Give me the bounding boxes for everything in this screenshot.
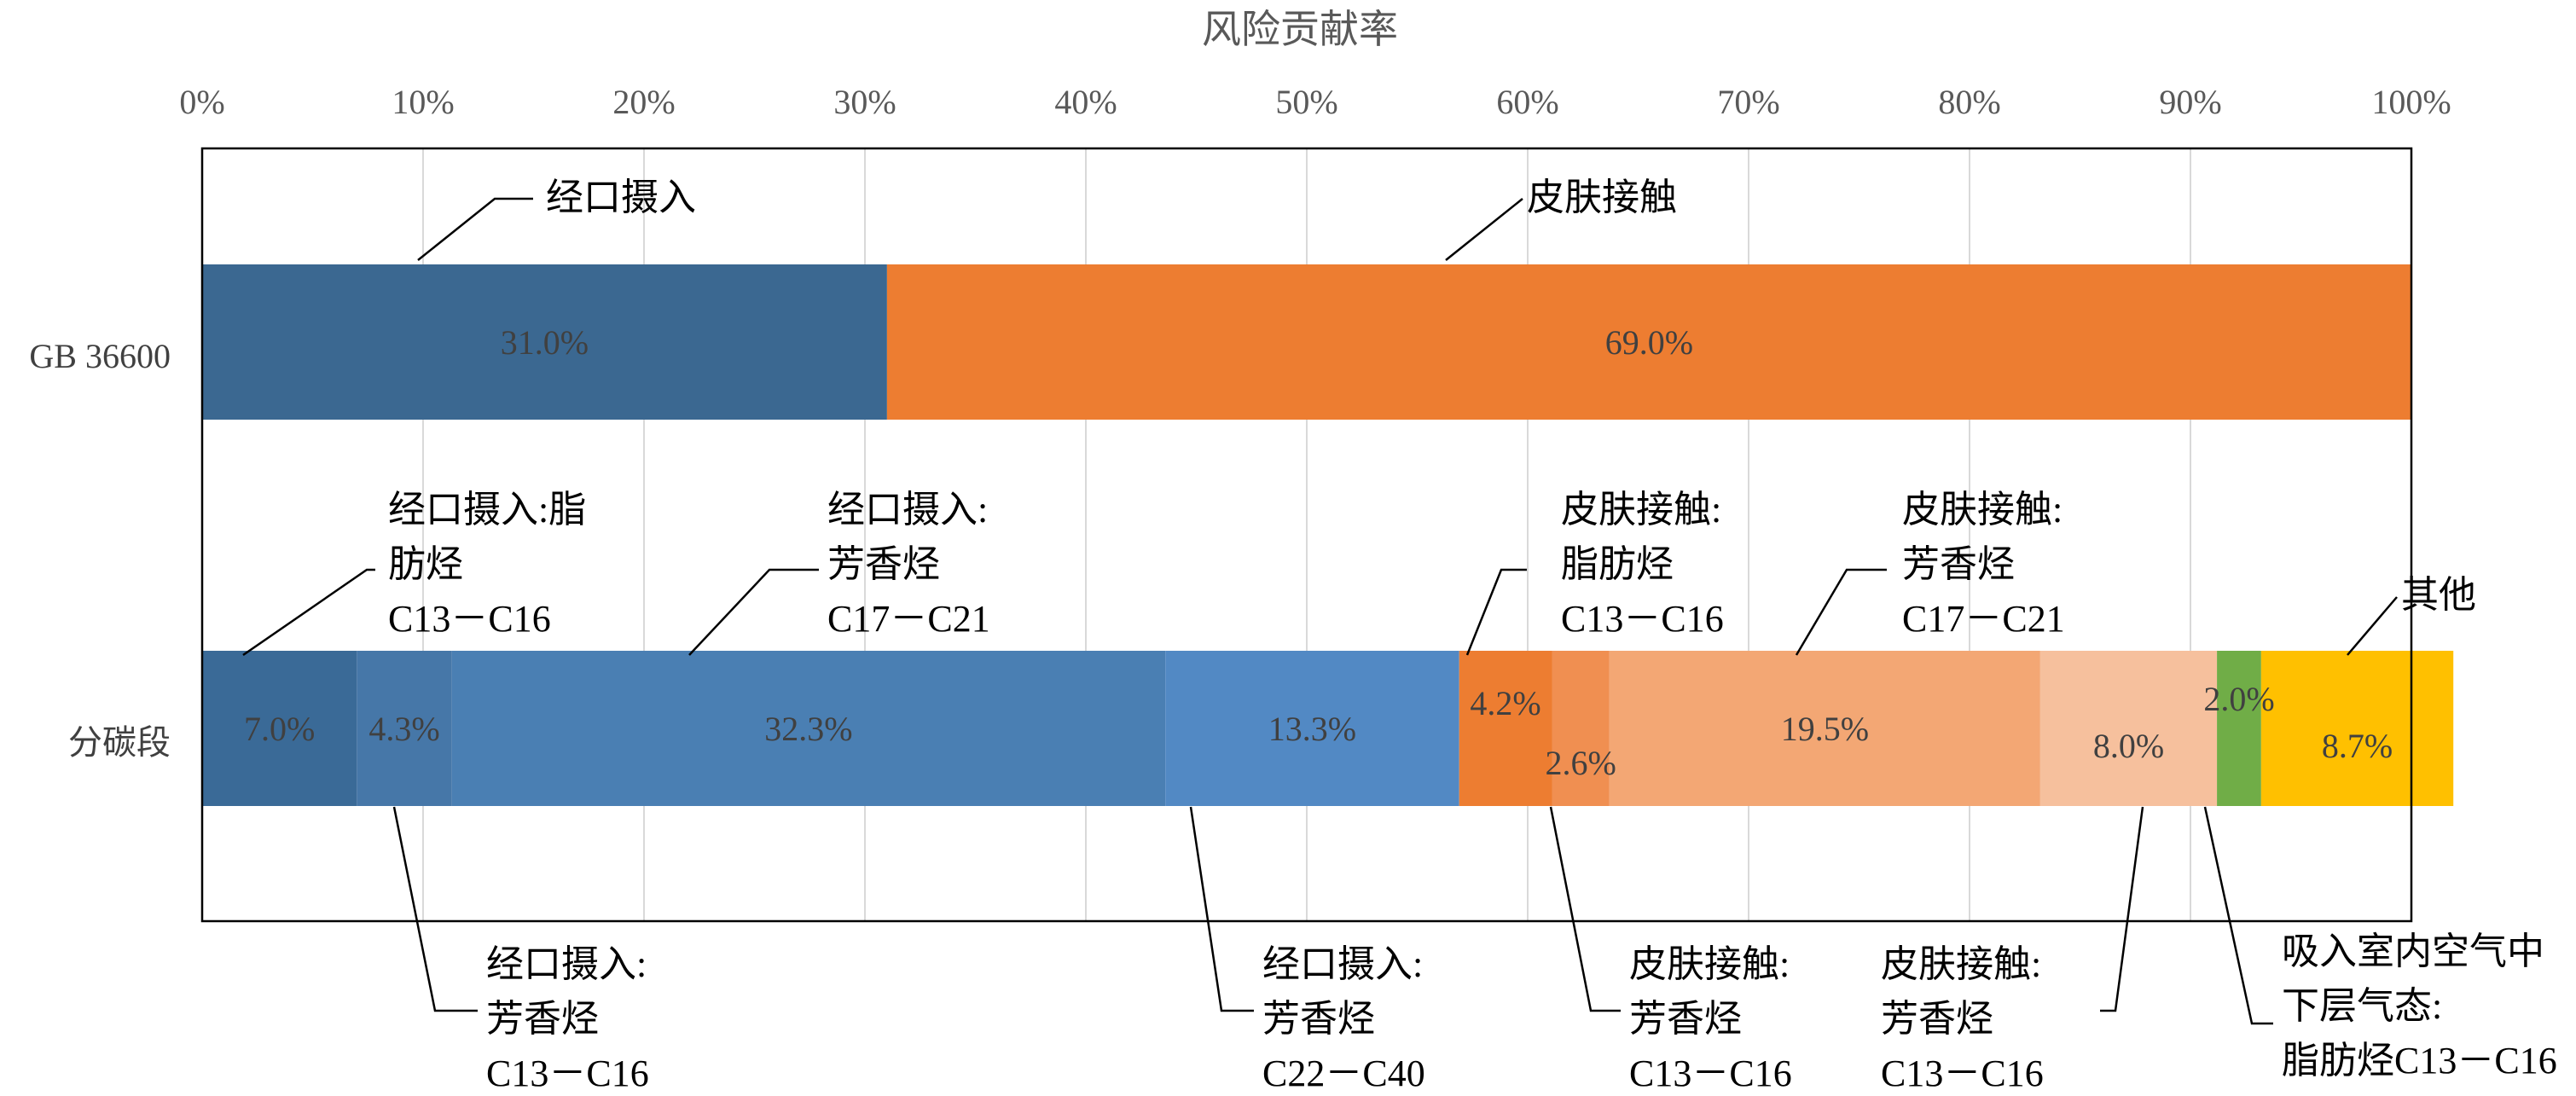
segment-annotation: C22－C40 [1262, 1053, 1425, 1094]
segment-annotation: 芳香烃 [1881, 998, 1993, 1040]
bar-segment [2039, 651, 2218, 806]
category-label: 分碳段 [68, 723, 171, 762]
bar-segment [357, 651, 452, 806]
segment-annotation: 脂肪烃C13－C16 [2282, 1040, 2557, 1082]
annotations: 经口摄入 皮肤接触经口摄入:脂肪烃C13－C16经口摄入:芳香烃C13－C16经口… [388, 177, 2557, 1094]
annotation-leader-line [1795, 568, 1887, 656]
x-tick-label: 40% [1054, 83, 1117, 121]
segment-data-label: 69.0% [1605, 323, 1693, 362]
segment-annotation: 经口摄入:脂 [388, 489, 586, 531]
x-tick-label: 30% [833, 83, 896, 121]
annotation-leader-line [2203, 806, 2273, 1025]
annotation-leader-line [417, 197, 533, 261]
plot-area-border [200, 147, 2413, 923]
segment-data-label: 19.5% [1781, 710, 1869, 748]
x-tick-label: 90% [2159, 83, 2221, 121]
annotation-leader-line [392, 806, 478, 1012]
x-tick-label: 70% [1717, 83, 1779, 121]
bar-segment [2217, 651, 2261, 806]
bars [202, 264, 2454, 806]
bar-segment [451, 651, 1166, 806]
bar-segment [202, 264, 887, 420]
annotation-leader-line [1465, 568, 1527, 656]
bar-segment [202, 651, 357, 806]
segment-annotation: 皮肤接触: [1902, 489, 2063, 531]
annotation-leader-line [1549, 806, 1621, 1012]
segment-labels: 31.0% 69.0% 7.0% 4.3% 32.3% 13.3% 4.2%2.6% 19.5… [244, 323, 2393, 782]
x-axis-ticks: 0% 10% 20% 30% 40% 50% 60% 70% 80% 90% 100% [179, 83, 2451, 121]
annotation-leader-line [2347, 596, 2398, 656]
segment-annotation: 肪烃 [388, 543, 463, 585]
segment-annotation: 经口摄入: [486, 943, 647, 985]
x-tick-label: 80% [1938, 83, 2000, 121]
segment-annotation: 脂肪烃 [1561, 543, 1674, 585]
bar-segment [1609, 651, 2040, 806]
segment-data-label: 31.0% [501, 323, 589, 362]
segment-data-label: 4.2% [1470, 684, 1540, 722]
bar-segment [2260, 651, 2454, 806]
chart-title: 风险贡献率 [1202, 8, 1398, 51]
segment-annotation: 皮肤接触: [1561, 489, 1721, 531]
x-tick-label: 0% [179, 83, 224, 121]
category-label: GB 36600 [29, 337, 171, 375]
annotation-leaders [242, 197, 2398, 1025]
segment-annotation: 皮肤接触: [1629, 943, 1790, 985]
segment-annotation: C13－C16 [388, 598, 551, 640]
segment-annotation: C13－C16 [1881, 1053, 2044, 1094]
segment-annotation: C17－C21 [1902, 598, 2065, 640]
bar-segment [1552, 651, 1610, 806]
x-tick-label: 100% [2371, 83, 2451, 121]
segment-data-label: 2.6% [1545, 744, 1616, 782]
x-tick-label: 20% [612, 83, 675, 121]
annotation-leader-line [1189, 806, 1254, 1012]
bar-segment [1459, 651, 1552, 806]
segment-annotation: 经口摄入: [827, 489, 988, 531]
segment-annotation: C13－C16 [1629, 1053, 1792, 1094]
segment-annotation: C17－C21 [827, 598, 990, 640]
segment-data-label: 7.0% [244, 710, 315, 748]
bar-segment [886, 264, 2411, 420]
annotation-leader-line [2100, 806, 2144, 1012]
bar-segment [1165, 651, 1459, 806]
segment-annotation: 芳香烃 [486, 998, 599, 1040]
segment-annotation: 经口摄入 [546, 177, 696, 218]
segment-annotation: 经口摄入: [1262, 943, 1423, 985]
segment-annotation: 皮肤接触 [1527, 177, 1677, 218]
segment-annotation: 吸入室内空气中 [2282, 931, 2544, 972]
annotation-leader-line [242, 568, 375, 657]
category-labels: GB 36600 分碳段 [29, 337, 171, 762]
segment-data-label: 13.3% [1268, 710, 1356, 748]
annotation-leader-line [1445, 198, 1523, 261]
x-tick-label: 50% [1275, 83, 1337, 121]
segment-annotation: C13－C16 [1561, 598, 1724, 640]
segment-annotation: C13－C16 [486, 1053, 649, 1094]
segment-annotation: 芳香烃 [1902, 543, 2015, 585]
segment-data-label: 4.3% [368, 710, 439, 748]
segment-annotation: 皮肤接触: [1881, 943, 2041, 985]
segment-annotation: 芳香烃 [1262, 998, 1375, 1040]
segment-annotation: 其他 [2401, 574, 2476, 616]
segment-data-label: 32.3% [764, 710, 852, 748]
x-tick-label: 60% [1496, 83, 1558, 121]
segment-annotation: 芳香烃 [827, 543, 940, 585]
annotation-leader-line [688, 568, 819, 656]
segment-data-label: 2.0% [2203, 680, 2274, 718]
segment-annotation: 下层气态: [2282, 985, 2442, 1027]
x-tick-label: 10% [392, 83, 454, 121]
segment-annotation: 芳香烃 [1629, 998, 1742, 1040]
segment-data-label: 8.0% [2093, 727, 2164, 765]
segment-data-label: 8.7% [2322, 727, 2393, 765]
